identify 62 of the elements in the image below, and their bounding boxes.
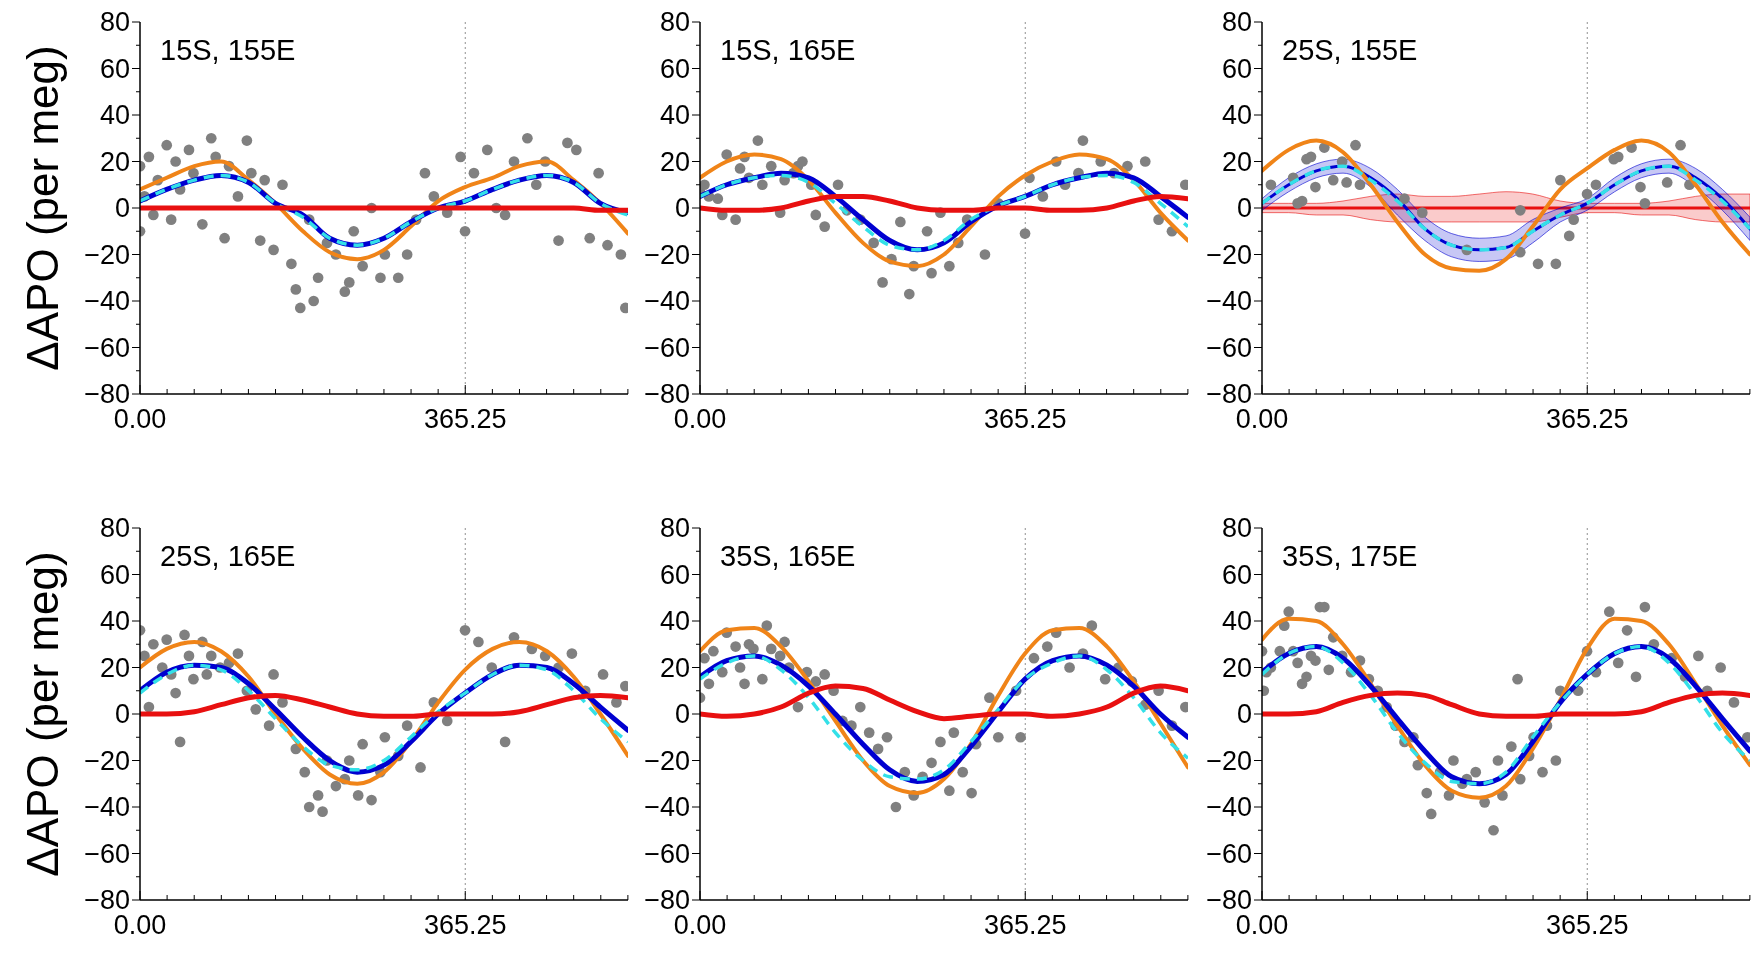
y-tick-label: 60 [99, 53, 130, 84]
y-tick-label: −20 [644, 239, 690, 270]
chart-title: 25S, 165E [160, 540, 296, 572]
y-tick-label: −20 [644, 745, 690, 776]
y-tick-label: 40 [659, 606, 690, 637]
x-tick-label: 365.25 [1545, 404, 1629, 434]
y-tick-label: 20 [99, 146, 130, 177]
y-tick-label: −60 [1206, 332, 1252, 363]
y-tick-label: 80 [1221, 513, 1252, 544]
y-tick-label: −60 [644, 838, 690, 869]
y-tick-label: 60 [1221, 559, 1252, 590]
y-tick-label: 40 [659, 100, 690, 131]
y-tick-label: −40 [84, 792, 130, 823]
y-tick-label: 60 [659, 53, 690, 84]
y-tick-label: −40 [644, 792, 690, 823]
y-tick-label: 20 [99, 652, 130, 683]
y-tick-label: 80 [99, 7, 130, 38]
x-tick-label: 365.25 [1545, 910, 1629, 940]
y-tick-label: 40 [1221, 100, 1252, 131]
y-tick-label: −60 [1206, 838, 1252, 869]
y-axis-title: ΔAPO (per meg) [18, 45, 67, 371]
y-tick-label: 60 [1221, 53, 1252, 84]
y-tick-label: −60 [644, 332, 690, 363]
y-tick-label: 40 [99, 606, 130, 637]
y-tick-label: −20 [84, 745, 130, 776]
y-tick-label: 60 [99, 559, 130, 590]
y-tick-label: −20 [84, 239, 130, 270]
y-tick-label: 80 [659, 7, 690, 38]
chart-title: 25S, 155E [1282, 34, 1418, 66]
y-tick-label: 40 [1221, 606, 1252, 637]
y-tick-label: 80 [659, 513, 690, 544]
y-tick-label: −60 [84, 332, 130, 363]
chart-title: 15S, 155E [160, 34, 296, 66]
y-tick-label: −40 [1206, 286, 1252, 317]
x-tick-label: 365.25 [423, 404, 507, 434]
y-tick-label: 20 [659, 146, 690, 177]
y-tick-label: 80 [1221, 7, 1252, 38]
y-tick-label: 0 [674, 193, 690, 224]
y-tick-label: −20 [1206, 745, 1252, 776]
y-tick-label: −20 [1206, 239, 1252, 270]
x-tick-label: 365.25 [423, 910, 507, 940]
y-tick-label: 20 [1221, 146, 1252, 177]
chart-title: 35S, 175E [1282, 540, 1418, 572]
y-tick-label: 0 [1236, 193, 1252, 224]
y-tick-label: 0 [114, 699, 130, 730]
y-tick-label: −60 [84, 838, 130, 869]
y-tick-label: 0 [114, 193, 130, 224]
y-tick-label: 20 [1221, 652, 1252, 683]
y-tick-label: −40 [84, 286, 130, 317]
y-tick-label: −40 [644, 286, 690, 317]
chart-title: 15S, 165E [720, 34, 856, 66]
y-tick-label: 60 [659, 559, 690, 590]
y-tick-label: 0 [674, 699, 690, 730]
x-tick-label: 365.25 [983, 910, 1067, 940]
y-tick-label: 20 [659, 652, 690, 683]
y-axis-title: ΔAPO (per meg) [18, 551, 67, 877]
y-tick-label: 80 [99, 513, 130, 544]
y-tick-label: 0 [1236, 699, 1252, 730]
y-tick-label: −40 [1206, 792, 1252, 823]
x-tick-label: 365.25 [983, 404, 1067, 434]
y-tick-label: 40 [99, 100, 130, 131]
chart-title: 35S, 165E [720, 540, 856, 572]
